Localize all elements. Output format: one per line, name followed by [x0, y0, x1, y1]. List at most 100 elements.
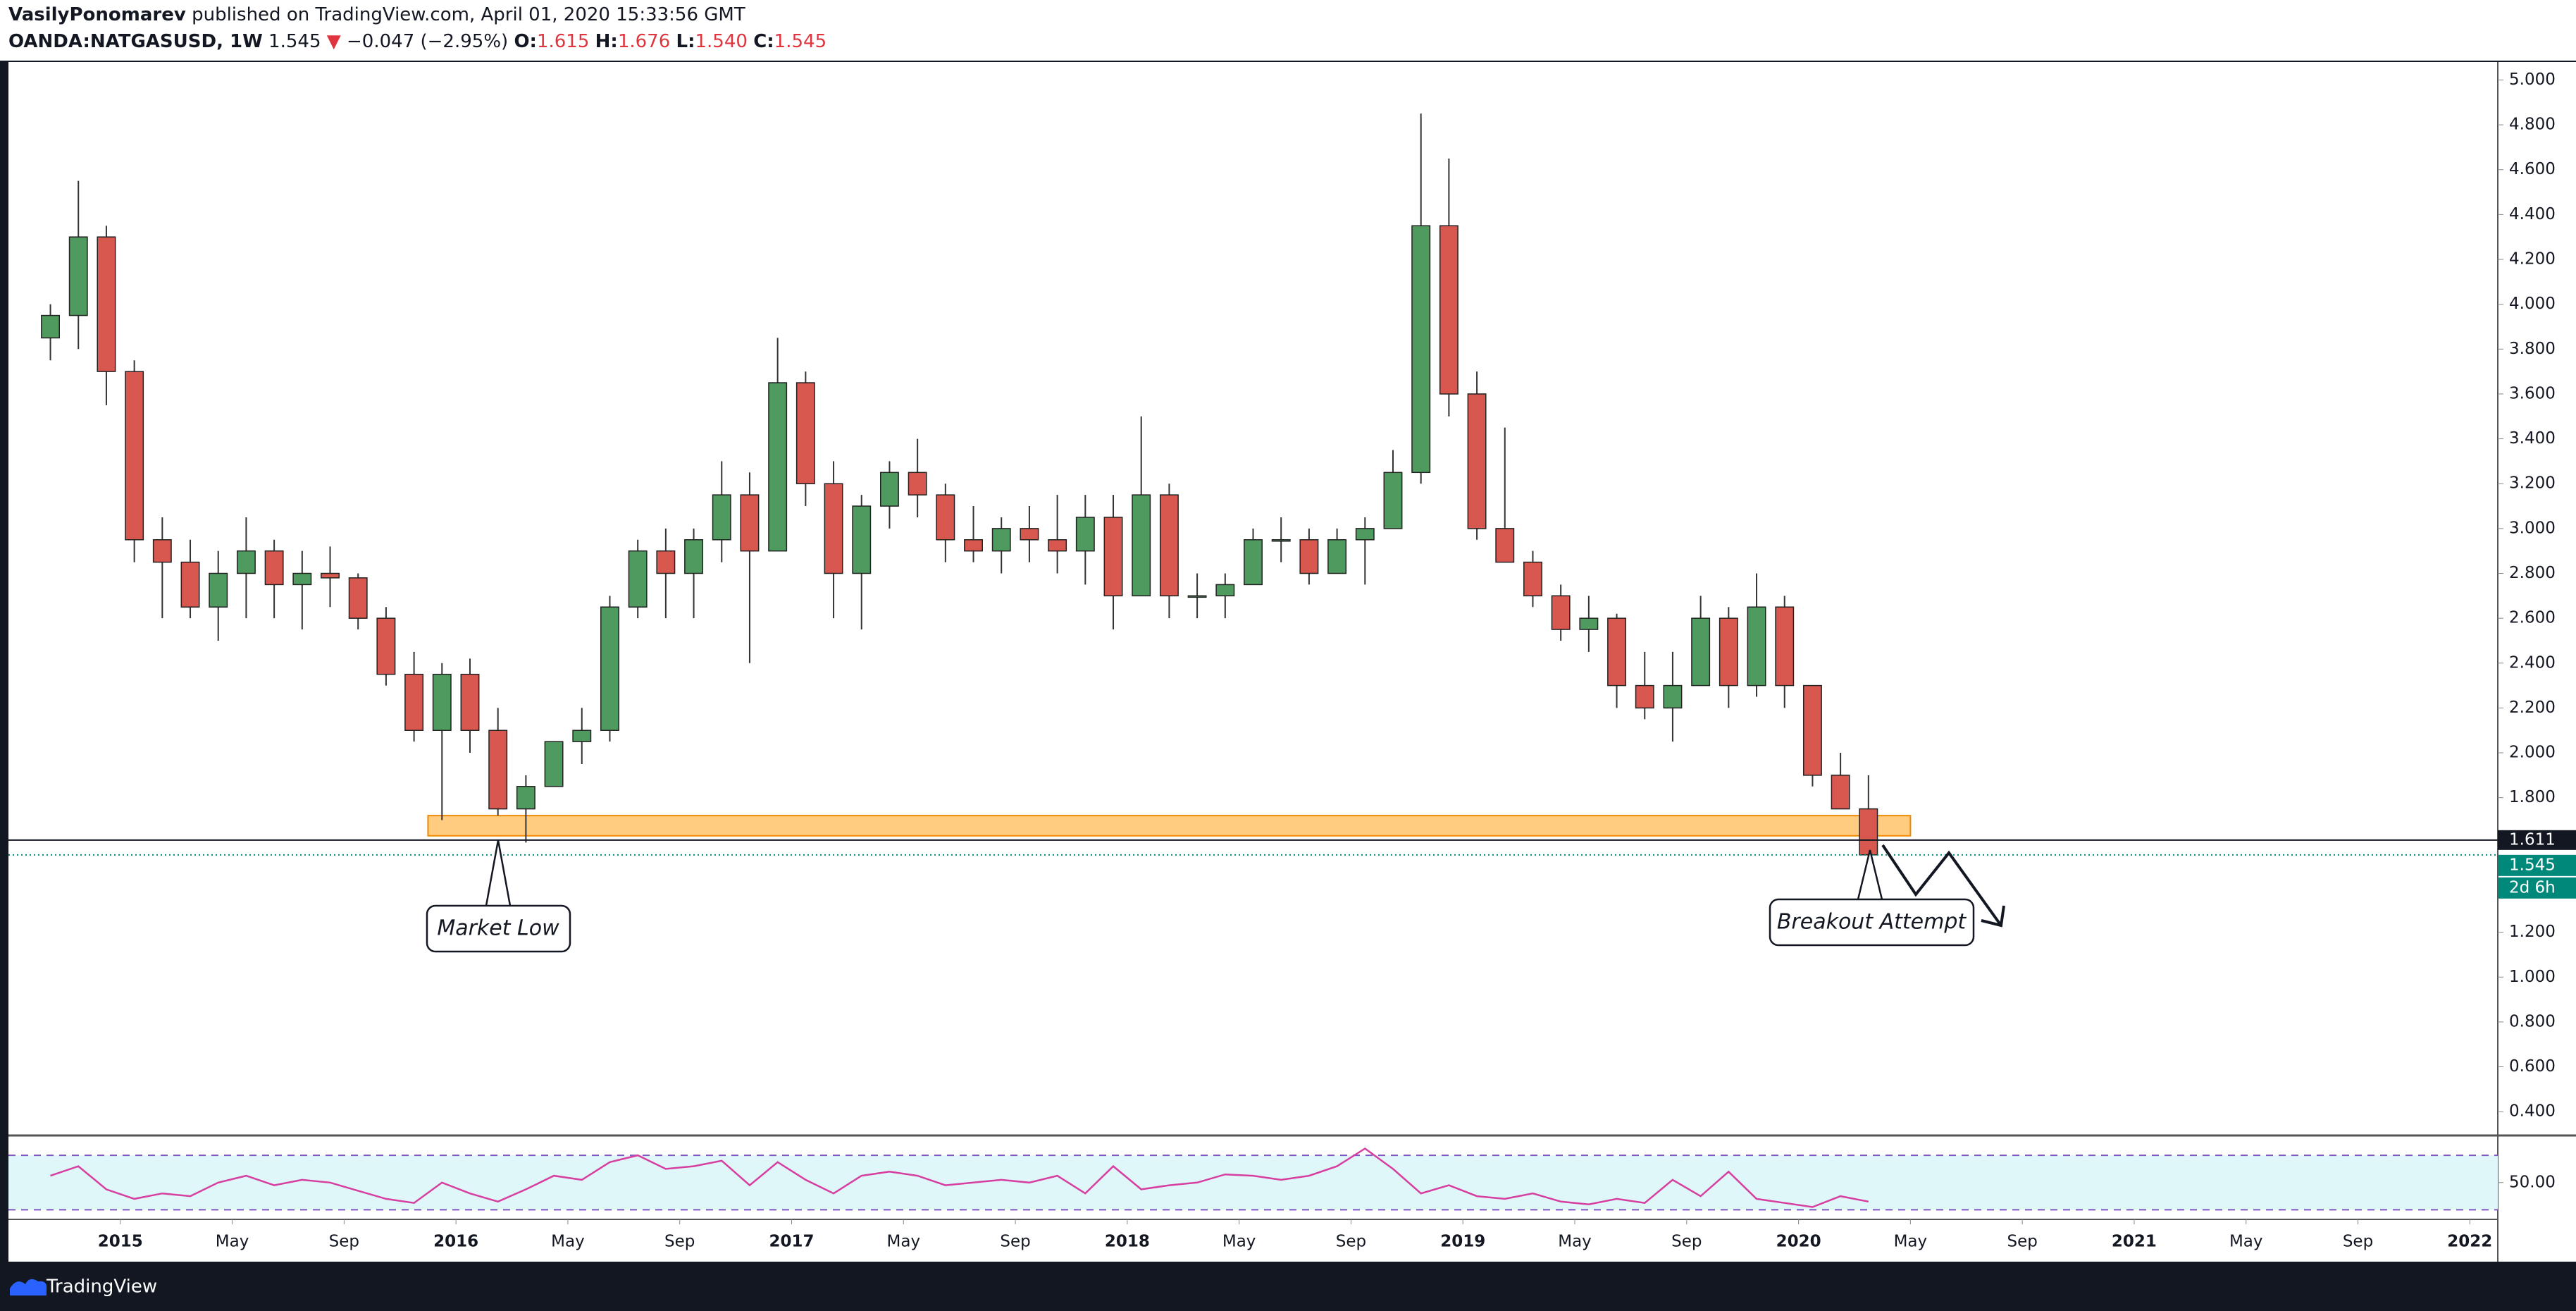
- x-tick-label: May: [1222, 1233, 1256, 1251]
- x-tick-label: May: [216, 1233, 249, 1251]
- candle-body: [1775, 606, 1795, 687]
- breakout-pointer: [1857, 849, 1883, 900]
- level-tag: [2498, 830, 2576, 850]
- candle-body: [1802, 684, 1822, 776]
- y-tick-label: 1.200: [2509, 923, 2556, 941]
- candle-body: [1579, 617, 1599, 630]
- x-tick-label: Sep: [2007, 1233, 2037, 1251]
- candle-body: [1719, 617, 1738, 687]
- y-tick-label: 0.400: [2509, 1102, 2556, 1121]
- candle-body: [460, 673, 480, 731]
- candle-body: [1299, 539, 1319, 574]
- y-tick-label: 2.400: [2509, 653, 2556, 672]
- h-label: H:: [595, 31, 618, 52]
- y-tick-label: 4.200: [2509, 250, 2556, 269]
- x-tick-label: Sep: [2343, 1233, 2373, 1251]
- change: −0.047 (−2.95%): [347, 31, 509, 52]
- x-tick-label: May: [551, 1233, 585, 1251]
- candle-body: [1635, 684, 1654, 709]
- y-tick-label: 2.000: [2509, 744, 2556, 762]
- candle-body: [1215, 584, 1235, 597]
- y-tick-label: 3.200: [2509, 474, 2556, 493]
- candle-body: [1383, 472, 1403, 529]
- candle-body: [125, 371, 144, 541]
- y-tick-label: 4.800: [2509, 116, 2556, 134]
- author: VasilyPonomarev: [8, 4, 186, 25]
- high: 1.676: [617, 31, 671, 52]
- candle-body: [348, 577, 368, 619]
- arrow: ▼: [326, 31, 341, 52]
- candle-body: [1607, 617, 1627, 687]
- candle-body: [1523, 561, 1542, 597]
- candle-body: [404, 673, 424, 731]
- low: 1.540: [695, 31, 748, 52]
- candle-body: [936, 494, 955, 541]
- candle-body: [544, 741, 564, 787]
- marks: 2015 May Sep 2016 May Sep 2017 May Sep 2018 May Sep…: [8, 70, 2576, 1251]
- rsi-line: [50, 1147, 1869, 1208]
- header-line-2: OANDA:NATGASUSD, 1W 1.545 ▼ −0.047 (−2.9…: [8, 31, 826, 52]
- candle-body: [321, 572, 340, 579]
- x-tick-label: 2019: [1440, 1233, 1485, 1251]
- candle-body: [1831, 775, 1850, 810]
- candle-body: [432, 673, 452, 731]
- candle-body: [1495, 528, 1515, 563]
- published: published on TradingView.com, April 01, …: [192, 4, 745, 25]
- c-label: C:: [753, 31, 774, 52]
- candle-body: [1327, 539, 1347, 574]
- market-low-pointer: [485, 839, 512, 906]
- candle-body: [1411, 225, 1431, 474]
- y-tick-label: 3.000: [2509, 519, 2556, 537]
- last-price-tag: [2498, 854, 2576, 876]
- candle-body: [1020, 528, 1039, 541]
- price: 1.545: [268, 31, 321, 52]
- x-tick-label: 2020: [1776, 1233, 1821, 1251]
- x-tick-label: May: [887, 1233, 921, 1251]
- x-tick-label: 2021: [2112, 1233, 2157, 1251]
- x-tick-label: 2016: [433, 1233, 478, 1251]
- x-tick-label: May: [1894, 1233, 1928, 1251]
- candle-body: [572, 730, 592, 742]
- y-tick-label: 3.800: [2509, 340, 2556, 358]
- candle-body: [1075, 517, 1095, 552]
- candle-body: [209, 572, 228, 608]
- candle-body: [879, 472, 899, 507]
- x-tick-label: Sep: [329, 1233, 359, 1251]
- candle-body: [152, 539, 172, 563]
- y-tick-label: 2.600: [2509, 609, 2556, 627]
- x-tick-label: 2015: [98, 1233, 143, 1251]
- close: 1.545: [774, 31, 827, 52]
- annotation: Breakout Attempt: [1777, 910, 1967, 935]
- candle-body: [795, 382, 815, 484]
- candle-body: [1132, 494, 1151, 597]
- x-tick-label: 2018: [1105, 1233, 1150, 1251]
- candle-body: [264, 550, 284, 586]
- x-tick-label: Sep: [1336, 1233, 1366, 1251]
- candle-body: [656, 550, 676, 574]
- header: VasilyPonomarev published on TradingView…: [0, 0, 2576, 61]
- candle-body: [600, 606, 619, 731]
- y-tick-label: 1.800: [2509, 788, 2556, 806]
- countdown-tag: [2498, 877, 2576, 899]
- y-tick-label: 50.00: [2509, 1173, 2556, 1191]
- candle-body: [1159, 494, 1179, 597]
- candle-body: [824, 483, 843, 574]
- x-tick-label: 2017: [769, 1233, 814, 1251]
- breakout-box: [1769, 898, 1975, 947]
- market-low-box: [426, 904, 571, 953]
- annotation: Market Low: [437, 916, 559, 941]
- candle-body: [1467, 393, 1487, 529]
- y-tick-label: 4.600: [2509, 160, 2556, 178]
- candle-body: [1271, 539, 1291, 542]
- candle-body: [68, 236, 88, 316]
- y-tick-label: 2.800: [2509, 564, 2556, 582]
- x-tick-label: 2022: [2447, 1233, 2492, 1251]
- open: 1.615: [536, 31, 590, 52]
- candle-body: [97, 236, 116, 372]
- support-zone: [427, 815, 1912, 837]
- candle-body: [628, 550, 648, 608]
- candle-body: [1663, 684, 1683, 709]
- brand: TradingView: [46, 1276, 157, 1298]
- candle-body: [1187, 595, 1207, 598]
- y-tick-label: 3.600: [2509, 384, 2556, 402]
